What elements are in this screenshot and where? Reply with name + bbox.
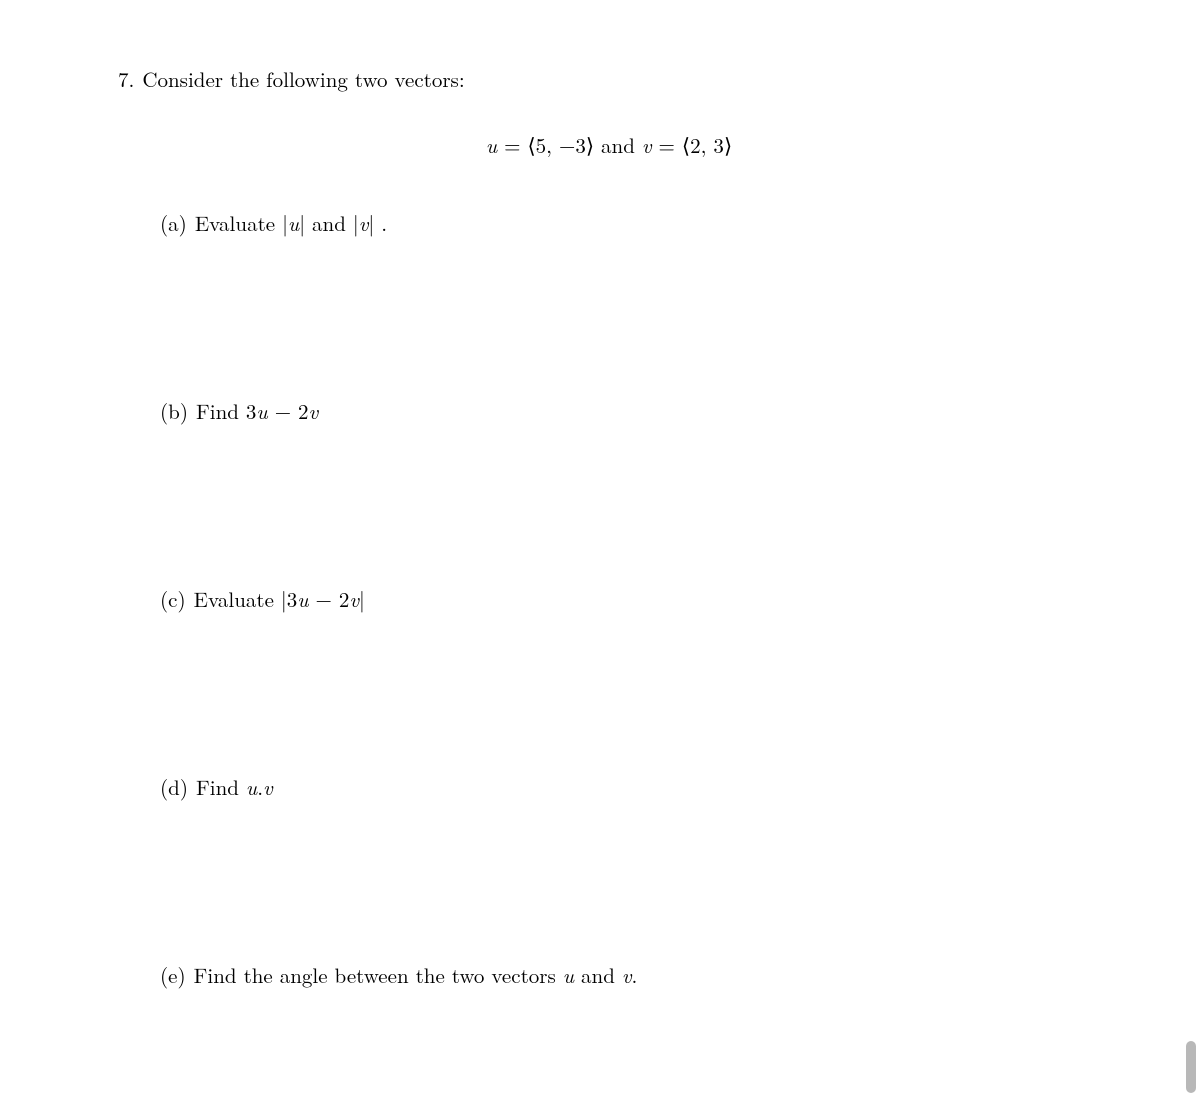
equals-1: = [497, 130, 527, 160]
part-c-coef-3: 3 [287, 584, 298, 614]
part-a-var-u: u [288, 208, 299, 238]
part-e-text-pre: Find the angle between the two vectors [194, 960, 563, 990]
problem-intro-text: Consider the following two vectors: [142, 64, 464, 94]
part-b-coef-2: 2 [298, 396, 309, 426]
part-c-var-v: v [349, 584, 359, 614]
part-c-var-u: u [297, 584, 308, 614]
part-b-minus: − [268, 396, 298, 426]
part-c-abs-close: | [359, 584, 365, 614]
part-d-label: (d) [160, 772, 188, 802]
part-d-text-pre: Find [196, 772, 246, 802]
part-e-text-post: . [632, 960, 638, 990]
part-a-text-mid: and [305, 208, 353, 238]
part-c-label: (c) [160, 584, 186, 614]
part-e-var-v: v [622, 960, 632, 990]
part-c-minus: − [309, 584, 339, 614]
part-c-text-pre: Evaluate [194, 584, 281, 614]
part-a-var-v: v [359, 208, 369, 238]
part-d: (d)Find u.v [160, 772, 1100, 802]
part-c: (c)Evaluate |3u − 2v| [160, 584, 1100, 614]
v-variable: v [642, 130, 652, 160]
part-a: (a)Evaluate |u| and |v| . [160, 208, 1100, 238]
u-variable: u [486, 130, 497, 160]
equals-2: = [652, 130, 682, 160]
problem-intro-line: 7. Consider the following two vectors: [118, 64, 1100, 94]
u-components: 5, −3 [536, 130, 586, 160]
part-a-text-pre: Evaluate [195, 208, 282, 238]
vector-definitions: u = ⟨5, −3⟩ and v = ⟨2, 3⟩ [118, 130, 1100, 160]
and-text: and [594, 130, 642, 160]
part-e-label: (e) [160, 960, 186, 990]
v-close-bracket: ⟩ [724, 130, 732, 160]
part-d-var-u: u [246, 772, 257, 802]
part-d-var-v: v [263, 772, 273, 802]
part-c-coef-2: 2 [339, 584, 350, 614]
v-components: 2, 3 [690, 130, 724, 160]
document-content: 7. Consider the following two vectors: u … [0, 0, 1200, 990]
part-b-coef-3: 3 [246, 396, 257, 426]
part-e-var-u: u [563, 960, 574, 990]
part-b-text-pre: Find [196, 396, 246, 426]
u-close-bracket: ⟩ [586, 130, 594, 160]
u-open-bracket: ⟨ [527, 130, 535, 160]
part-b-var-v: v [309, 396, 319, 426]
part-e: (e) Find the angle between the two vector… [160, 960, 1100, 990]
v-open-bracket: ⟨ [682, 130, 690, 160]
scrollbar-thumb[interactable] [1186, 1041, 1196, 1093]
part-e-text-mid: and [574, 960, 622, 990]
problem-number: 7. [118, 64, 134, 94]
part-b: (b) Find 3u − 2v [160, 396, 1100, 426]
part-b-var-u: u [256, 396, 267, 426]
part-a-text-post: . [374, 208, 387, 238]
part-a-label: (a) [160, 208, 187, 238]
part-b-label: (b) [160, 396, 188, 426]
